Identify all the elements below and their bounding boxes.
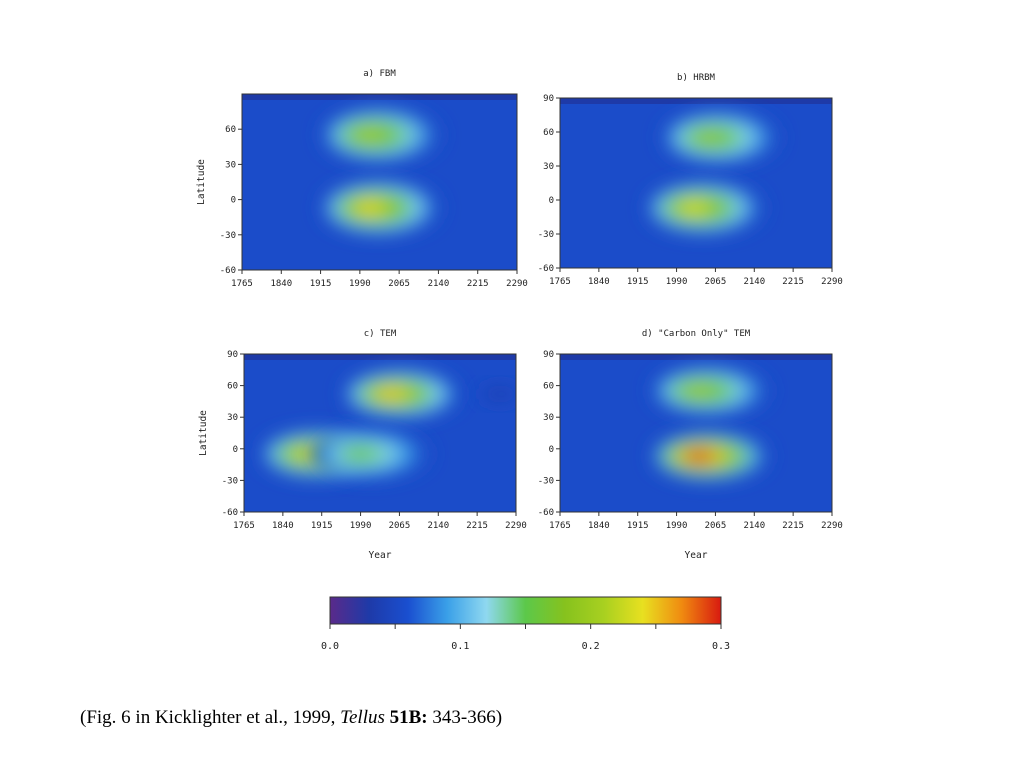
x-axis-label: Year: [685, 550, 708, 561]
y-tick-label: -30: [538, 230, 554, 240]
x-tick-label: 1915: [627, 521, 649, 531]
heat-blob: [320, 106, 442, 164]
x-tick-label: 2065: [705, 277, 727, 287]
panel-3: c) TEM 1765 1840 1915 1990 2065 2140 2215 2290 90…: [198, 329, 527, 561]
x-tick-label: 1915: [310, 279, 332, 289]
x-tick-label: 2140: [427, 521, 449, 531]
colorbar-tick-label: 0.1: [451, 641, 469, 652]
x-tick-label: 2065: [389, 521, 411, 531]
heat-blob: [342, 368, 462, 420]
caption-journal: Tellus: [340, 707, 385, 728]
y-tick-label: -60: [220, 266, 236, 276]
y-tick-label: 60: [543, 382, 554, 392]
x-tick-label: 1840: [588, 277, 610, 287]
y-tick-label: -60: [222, 508, 238, 518]
colorbar-tick-label: 0.0: [321, 641, 339, 652]
y-tick-label: -60: [538, 508, 554, 518]
x-tick-label: 2140: [428, 279, 450, 289]
y-tick-label: 30: [225, 160, 236, 170]
y-tick-label: 60: [227, 382, 238, 392]
plot-frame: [243, 353, 517, 513]
heat-blob: [478, 384, 516, 404]
x-tick-label: 1915: [627, 277, 649, 287]
caption-prefix: (Fig. 6 in Kicklighter et al., 1999,: [80, 707, 341, 728]
y-tick-label: 60: [543, 128, 554, 138]
x-tick-label: 1990: [666, 277, 688, 287]
x-tick-label: 2215: [466, 521, 488, 531]
y-axis-label: Latitude: [198, 410, 209, 456]
plot-frame: [559, 97, 833, 269]
y-tick-label: 60: [225, 125, 236, 135]
x-tick-label: 1840: [272, 521, 294, 531]
plot-frame: [559, 353, 833, 513]
colorbar-tick-label: 0.2: [582, 641, 600, 652]
x-tick-label: 2215: [782, 277, 804, 287]
x-tick-label: 2215: [467, 279, 489, 289]
y-tick-label: 90: [227, 350, 238, 360]
heat-blob: [645, 180, 765, 236]
x-tick-label: 1765: [549, 277, 571, 287]
x-tick-label: 1915: [311, 521, 333, 531]
x-tick-label: 1990: [350, 521, 372, 531]
y-tick-label: -30: [220, 231, 236, 241]
x-tick-label: 1765: [231, 279, 253, 289]
y-tick-label: -60: [538, 264, 554, 274]
heat-blob: [650, 430, 771, 482]
panel-4: d) "Carbon Only" TEM 1765 1840 1915 1990 2065…: [538, 329, 843, 561]
colorbar-tick-label: 0.3: [712, 641, 730, 652]
x-tick-label: 2290: [506, 279, 528, 289]
caption-volume: 51B:: [389, 707, 428, 728]
y-tick-label: 0: [549, 445, 554, 455]
x-tick-label: 1990: [349, 279, 371, 289]
heat-blob: [311, 428, 431, 480]
x-tick-label: 1990: [666, 521, 688, 531]
x-tick-label: 1840: [270, 279, 292, 289]
y-tick-label: -30: [538, 476, 554, 486]
colorbar: 0.0 0.1 0.2 0.3: [321, 596, 730, 652]
x-tick-label: 1840: [588, 521, 610, 531]
y-tick-label: 90: [543, 94, 554, 104]
x-tick-label: 2065: [705, 521, 727, 531]
x-tick-label: 2140: [743, 277, 765, 287]
panel-2: b) HRBM 1765 1840 1915 1990 2065 2140 2215 2290 9…: [538, 73, 843, 287]
x-tick-label: 2065: [388, 279, 410, 289]
plot-frame: [241, 93, 518, 271]
panel-title: b) HRBM: [677, 73, 716, 83]
x-tick-label: 2215: [782, 521, 804, 531]
y-tick-label: 0: [549, 196, 554, 206]
y-tick-label: -30: [222, 476, 238, 486]
colorbar-gradient: [329, 596, 722, 625]
y-tick-label: 30: [543, 162, 554, 172]
panel-title: a) FBM: [363, 69, 396, 79]
x-tick-label: 2290: [505, 521, 527, 531]
figure-caption: (Fig. 6 in Kicklighter et al., 1999, Tel…: [80, 707, 502, 729]
y-tick-label: 0: [231, 196, 236, 206]
y-tick-label: 0: [233, 445, 238, 455]
x-axis-label: Year: [369, 550, 392, 561]
panel-1: a) FBM 1765 1840 1915 1990 2065 2140 2215 2290 60…: [196, 69, 528, 289]
figure: a) FBM 1765 1840 1915 1990 2065 2140 2215 2290 60…: [196, 69, 843, 652]
y-tick-label: 90: [543, 350, 554, 360]
heat-blob: [650, 365, 771, 417]
y-axis-label: Latitude: [196, 159, 207, 205]
y-tick-label: 30: [227, 413, 238, 423]
y-tick-label: 30: [543, 413, 554, 423]
x-tick-label: 1765: [549, 521, 571, 531]
x-tick-label: 2290: [821, 277, 843, 287]
x-tick-label: 2140: [743, 521, 765, 531]
heat-blob: [660, 110, 781, 165]
x-tick-label: 1765: [233, 521, 255, 531]
heat-blob: [320, 179, 442, 236]
caption-pages: 343-366): [427, 707, 503, 728]
panel-title: d) "Carbon Only" TEM: [642, 329, 751, 339]
x-tick-label: 2290: [821, 521, 843, 531]
panel-title: c) TEM: [364, 329, 397, 339]
